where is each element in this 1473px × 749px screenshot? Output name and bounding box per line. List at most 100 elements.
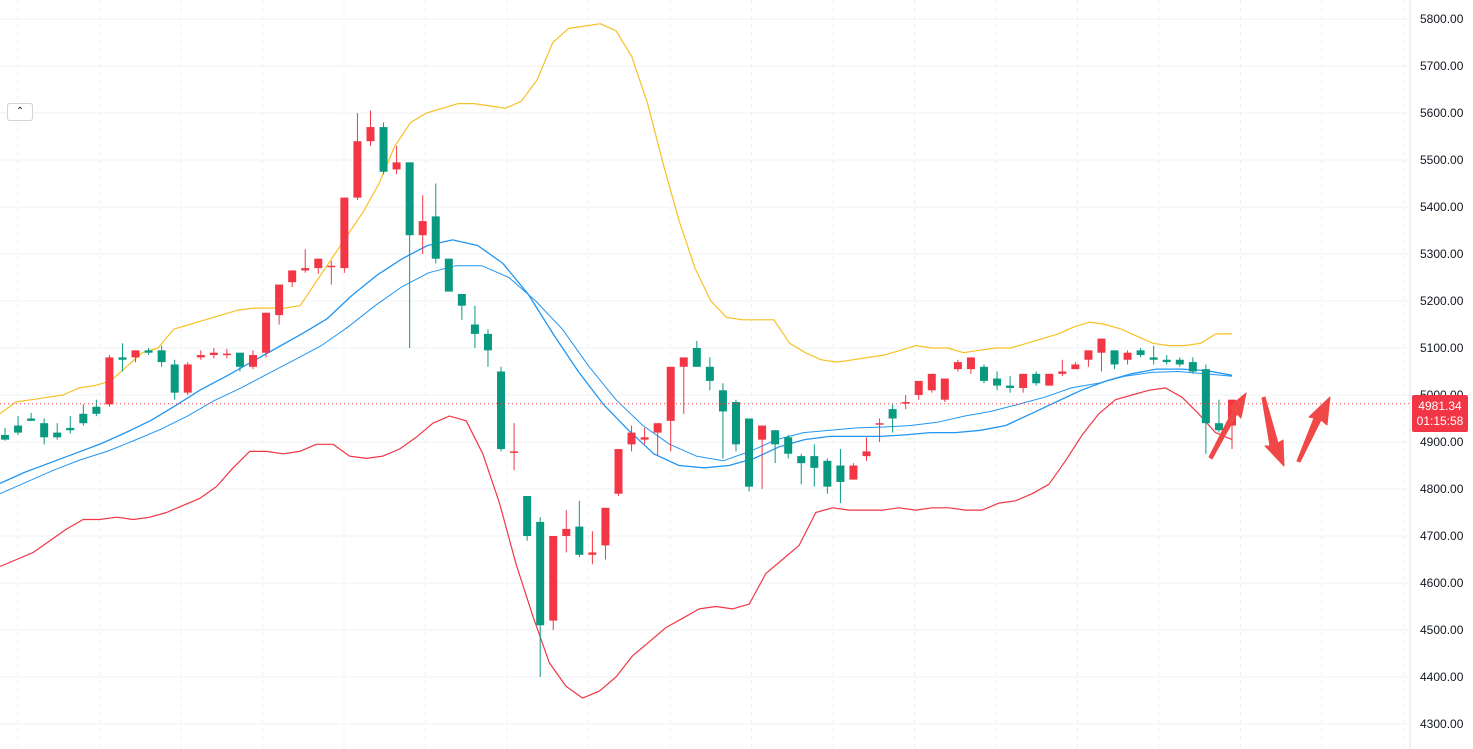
candle — [379, 122, 388, 175]
candle — [53, 423, 62, 440]
y-tick-label: 5800.00 — [1420, 12, 1464, 26]
y-tick-label: 5600.00 — [1420, 106, 1464, 120]
bar-countdown: 01:15:58 — [1416, 413, 1464, 428]
candle — [718, 383, 727, 459]
candle — [836, 449, 845, 504]
y-tick-label: 5200.00 — [1420, 294, 1464, 308]
candle — [771, 430, 780, 464]
collapse-button[interactable]: ⌃ — [7, 103, 33, 121]
y-tick-label: 5700.00 — [1420, 59, 1464, 73]
candle — [497, 366, 506, 452]
candle — [457, 293, 466, 320]
candle — [340, 197, 349, 273]
y-tick-label: 4800.00 — [1420, 482, 1464, 496]
y-tick-label: 4900.00 — [1420, 435, 1464, 449]
candle — [1214, 399, 1223, 433]
price-axis[interactable]: 5800.00 5700.00 5600.00 5500.00 5400.00 5300.… — [1409, 0, 1464, 749]
candle — [1, 427, 9, 441]
indicator-lines — [0, 23, 1233, 699]
candle — [862, 437, 871, 461]
candle — [927, 373, 936, 393]
candle — [444, 258, 453, 292]
candle — [523, 496, 532, 541]
candle — [640, 427, 649, 445]
candle — [392, 145, 401, 175]
arrow-down-annotation[interactable] — [1261, 396, 1285, 467]
candle — [79, 404, 88, 426]
drawn-arrows[interactable] — [1208, 392, 1331, 467]
y-tick-label: 5300.00 — [1420, 247, 1464, 261]
candle — [418, 195, 427, 254]
candle — [1006, 376, 1015, 393]
candle — [314, 258, 323, 274]
candle — [758, 425, 767, 489]
candle — [431, 183, 440, 264]
candle — [1084, 350, 1093, 367]
candle — [1175, 357, 1184, 367]
y-tick-label: 5100.00 — [1420, 341, 1464, 355]
arrow-up-annotation[interactable] — [1208, 392, 1247, 460]
candle — [627, 425, 636, 452]
candle — [1110, 350, 1119, 370]
candle — [353, 113, 362, 200]
candle — [40, 418, 49, 445]
candle — [575, 500, 584, 558]
candle — [1097, 338, 1106, 372]
candle — [275, 284, 284, 325]
candle — [1071, 362, 1080, 370]
candle — [588, 531, 597, 565]
arrow-up-annotation[interactable] — [1296, 396, 1331, 463]
candle — [823, 458, 832, 494]
candle — [366, 110, 375, 146]
candle — [288, 270, 297, 287]
candle — [679, 357, 688, 414]
candle — [1045, 373, 1054, 386]
candle — [301, 249, 310, 273]
y-tick-label: 4400.00 — [1420, 670, 1464, 684]
candle — [405, 162, 414, 348]
candle — [196, 350, 205, 360]
current-price-tag: 4981.34 01:15:58 — [1412, 395, 1468, 432]
candle — [1019, 373, 1028, 393]
y-tick-label: 4300.00 — [1420, 717, 1464, 731]
candle — [470, 305, 479, 348]
candle — [993, 371, 1002, 391]
candle — [692, 340, 701, 367]
candle — [1201, 364, 1210, 454]
candle — [797, 453, 806, 485]
candle — [979, 364, 988, 384]
candle — [235, 352, 244, 372]
candle — [1136, 348, 1145, 358]
candle — [249, 350, 258, 370]
candle — [327, 261, 336, 285]
candle — [966, 357, 975, 374]
candle — [1123, 350, 1132, 365]
candle — [810, 444, 819, 487]
candle — [209, 348, 218, 359]
lower-band-line — [0, 387, 1233, 699]
candlesticks — [1, 110, 1236, 677]
candle — [118, 343, 127, 372]
candle — [144, 348, 153, 356]
y-tick-label: 4700.00 — [1420, 529, 1464, 543]
candle — [1162, 355, 1171, 365]
candle — [66, 416, 75, 434]
candle — [510, 423, 519, 471]
y-tick-label: 4600.00 — [1420, 576, 1464, 590]
candle — [183, 362, 192, 395]
candle — [562, 510, 571, 553]
chevron-up-icon: ⌃ — [15, 106, 25, 117]
candle — [601, 507, 610, 560]
candle — [222, 348, 231, 359]
candle — [888, 404, 897, 433]
candle — [614, 449, 623, 497]
candle — [784, 434, 793, 459]
current-price-value: 4981.34 — [1418, 398, 1462, 413]
candle — [105, 355, 114, 407]
y-tick-label: 4500.00 — [1420, 623, 1464, 637]
ma-slow-line — [0, 265, 1233, 495]
candle — [731, 399, 740, 452]
candle — [549, 536, 558, 630]
candle — [14, 416, 23, 435]
